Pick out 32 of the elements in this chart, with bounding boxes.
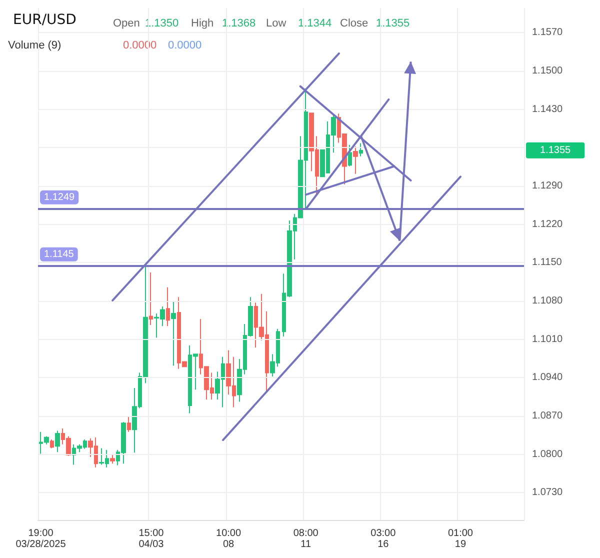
x-tick-label: 19:00 03/28/2025: [16, 528, 66, 550]
annotation: 0.0000: [168, 40, 202, 52]
y-tick-label: 1.0800: [532, 448, 564, 460]
chart-title: EUR/USD: [13, 12, 76, 28]
x-tick-label: 03:00 16: [370, 528, 396, 550]
y-tick-label: 1.0730: [532, 487, 564, 498]
annotation: Close: [340, 18, 368, 30]
annotation: 1.1355: [376, 18, 410, 30]
y-tick-label: 1.0870: [532, 410, 564, 422]
y-tick-label: 1.1010: [532, 334, 564, 345]
annotation: Open: [113, 18, 140, 30]
y-tick-label: 1.1080: [532, 295, 564, 306]
y-tick-label: 1.1570: [532, 27, 564, 38]
y-tick-label: 1.0940: [532, 372, 564, 384]
x-tick-label: 08:00 11: [293, 528, 319, 550]
y-tick-label: 1.1150: [532, 257, 562, 268]
y-tick-label: 1.1290: [532, 180, 564, 192]
text: 1.1355: [540, 144, 572, 156]
annotation: 0.0000: [123, 40, 157, 52]
annotation: Volume (9): [8, 40, 62, 52]
x-tick-label: 10:00 08: [216, 528, 242, 550]
y-tick-label: 1.1430: [532, 104, 564, 115]
x-tick-label: 01:00 19: [448, 528, 474, 550]
annotation: Low: [266, 18, 286, 30]
annotation: High: [191, 18, 214, 30]
y-tick-label: 1.1500: [532, 65, 564, 76]
y-tick-label: 1.1220: [532, 218, 564, 230]
ref-line-label: 1.1249: [44, 192, 76, 203]
ref-line-label: 1.1145: [44, 248, 74, 260]
x-tick-label: 15:00 04/03: [138, 528, 164, 550]
annotation: 1.1344: [298, 18, 332, 30]
annotation: 1.1368: [222, 18, 256, 30]
